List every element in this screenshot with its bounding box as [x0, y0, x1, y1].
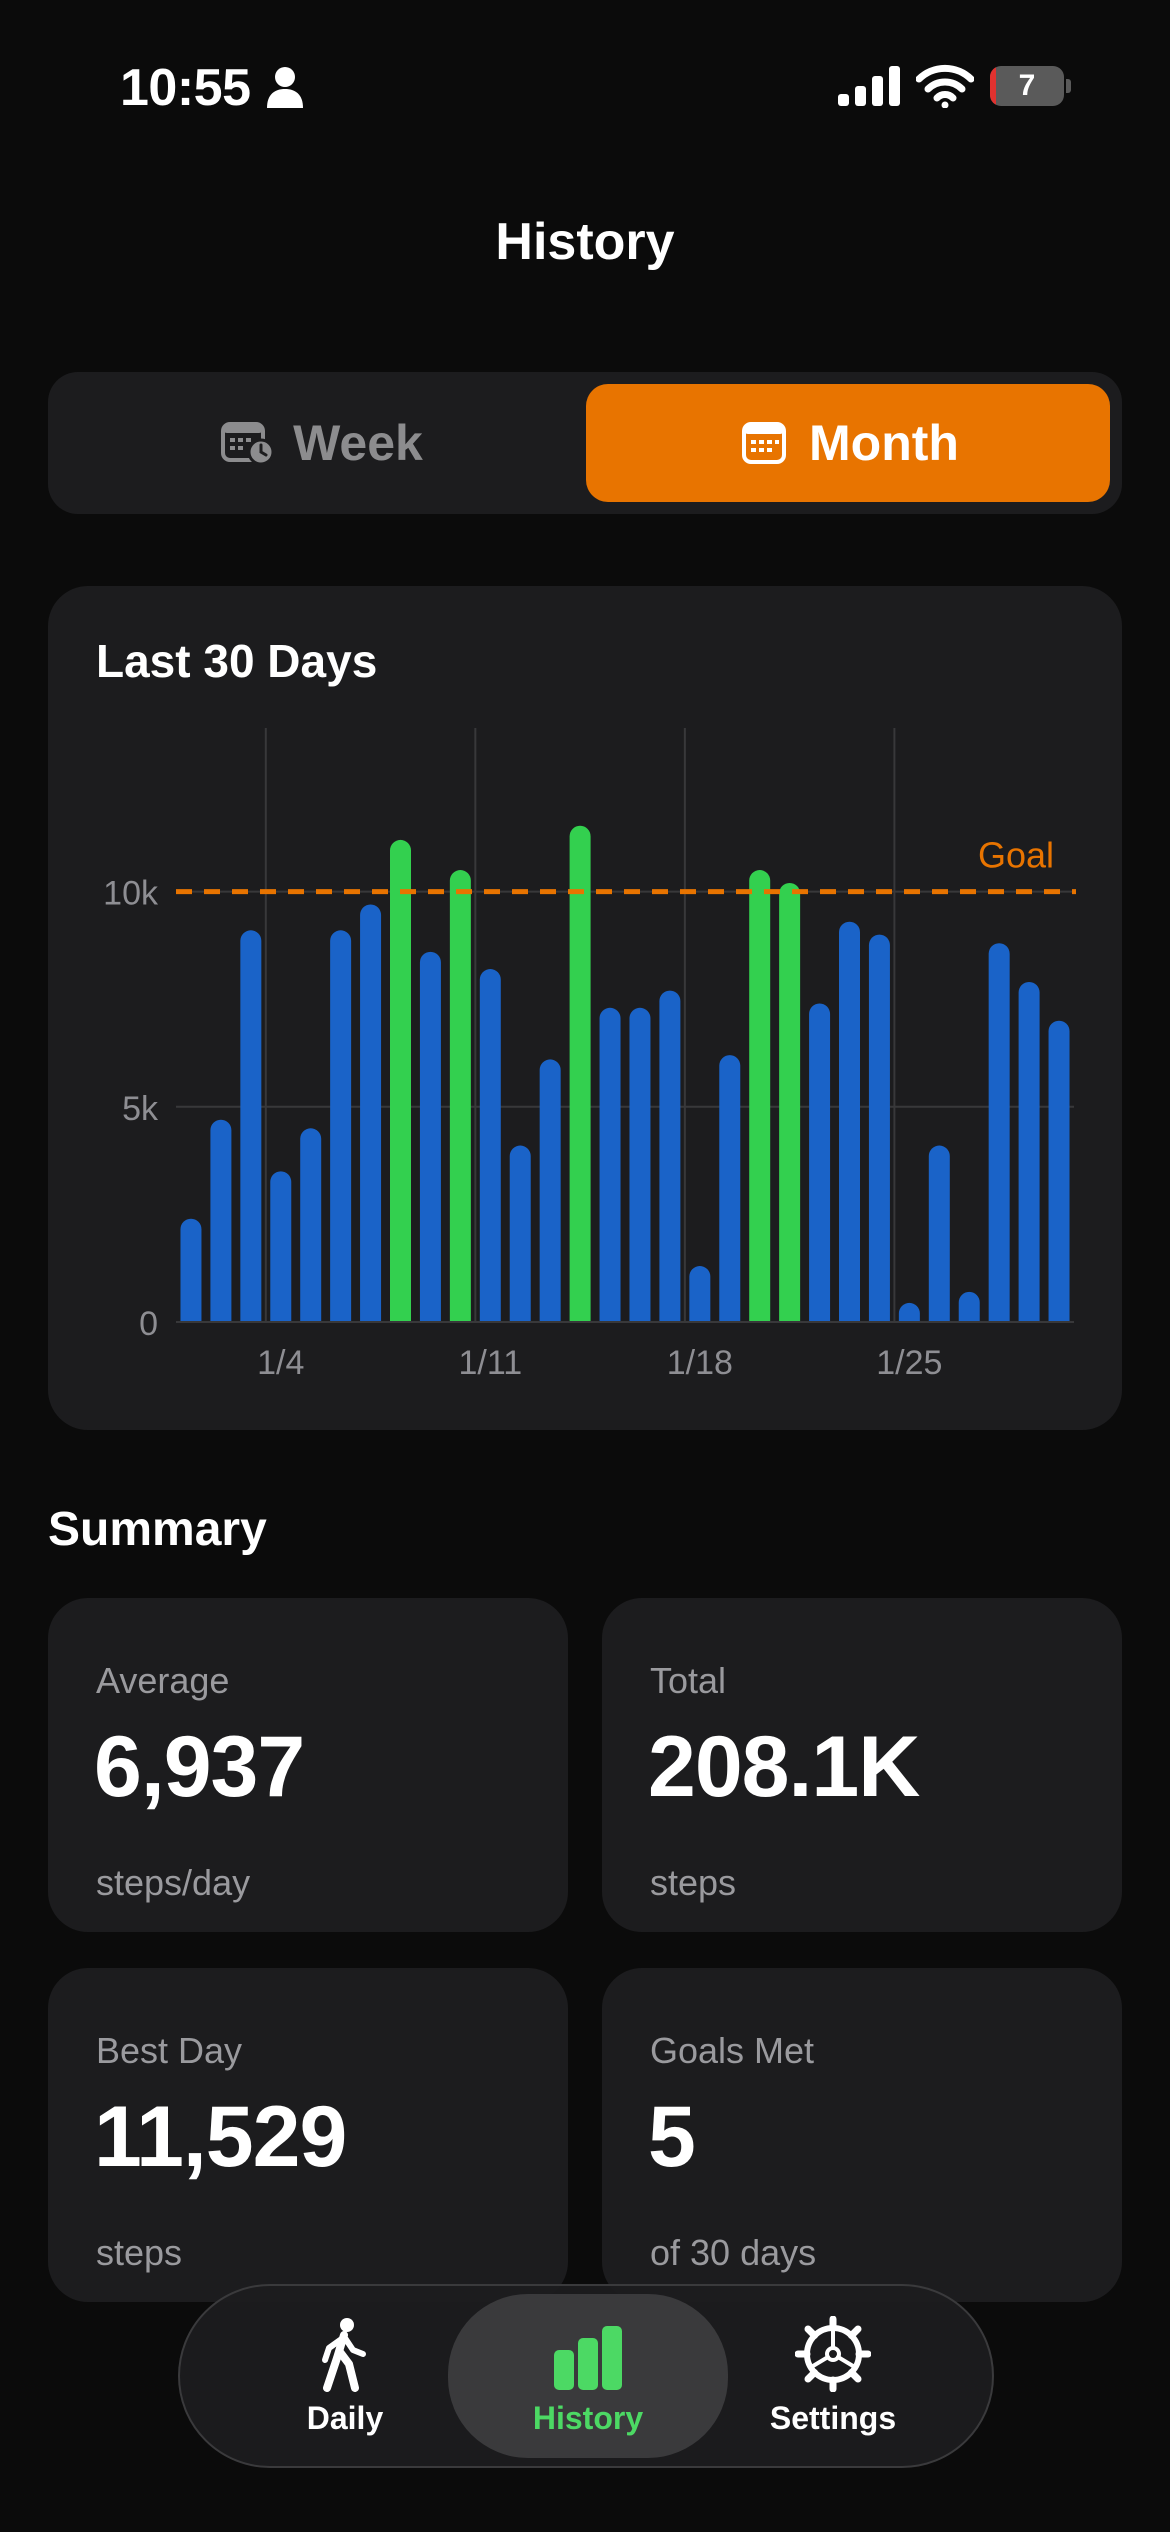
total-value: 208.1K: [648, 1719, 920, 1815]
average-value: 6,937: [94, 1719, 305, 1815]
chart-bar: [689, 1266, 711, 1322]
chart-bar: [240, 930, 262, 1322]
goal-label: Goal: [978, 835, 1054, 876]
bar-chart-icon: [554, 2325, 622, 2390]
battery-indicator: 7: [990, 66, 1071, 106]
tab-bar: Daily History Settings: [178, 2284, 994, 2468]
goals-met-label: Goals Met: [650, 2030, 815, 2071]
battery-percentage: 7: [1018, 69, 1036, 102]
best-day-label: Best Day: [96, 2030, 243, 2071]
calendar-clock-icon: [221, 422, 275, 466]
chart-bar: [539, 1059, 561, 1322]
total-stat-card: Total 208.1K steps: [602, 1598, 1122, 1932]
chart-bar: [360, 904, 382, 1322]
calendar-icon: [742, 422, 787, 464]
chart-bar: [719, 1055, 741, 1322]
average-label: Average: [96, 1660, 230, 1701]
steps-chart-card: 0 5k 10k 1/4 1/11 1/18 1/25 Goal Last 30 Days: [48, 586, 1122, 1430]
chart-bar: [330, 930, 352, 1322]
average-stat-card: Average 6,937 steps/day: [48, 1598, 568, 1932]
tab-settings[interactable]: Settings: [728, 2294, 938, 2458]
week-segment-button[interactable]: Week: [60, 384, 584, 502]
battery-fill: [990, 66, 996, 106]
chart-bar: [449, 870, 471, 1322]
tab-daily-label: Daily: [306, 2399, 384, 2436]
chart-bar: [509, 1145, 531, 1322]
x-tick-label: 1/4: [257, 1344, 304, 1382]
chart-bar: [300, 1128, 322, 1322]
chart-bar: [1018, 981, 1040, 1322]
battery-cap: [1066, 79, 1071, 93]
chart-bar: [629, 1007, 651, 1322]
y-tick-label: 0: [139, 1305, 158, 1343]
chart-bar: [210, 1119, 232, 1322]
x-tick-label: 1/18: [667, 1344, 733, 1382]
page-title: History: [495, 213, 675, 271]
goals-met-value: 5: [648, 2089, 696, 2185]
total-unit: steps: [650, 1862, 737, 1903]
average-unit: steps/day: [96, 1862, 251, 1903]
battery-body: 7: [990, 66, 1064, 106]
gear-icon: [795, 2315, 871, 2392]
tab-history[interactable]: History: [448, 2294, 728, 2458]
y-tick-label: 10k: [103, 875, 159, 913]
chart-bar: [749, 870, 771, 1322]
chart-bar: [180, 1218, 202, 1322]
y-tick-label: 5k: [122, 1090, 159, 1128]
chart-bar: [868, 934, 890, 1322]
chart-bar: [599, 1007, 621, 1322]
chart-bar: [569, 825, 591, 1322]
x-tick-label: 1/11: [458, 1344, 522, 1382]
total-label: Total: [650, 1660, 727, 1701]
tab-daily[interactable]: Daily: [240, 2294, 450, 2458]
month-segment-button[interactable]: Month: [586, 384, 1110, 502]
chart-bar: [270, 1171, 292, 1322]
best-day-value: 11,529: [94, 2089, 347, 2185]
chart-bar: [898, 1302, 920, 1322]
wifi-icon: [916, 64, 974, 108]
chart-title: Last 30 Days: [96, 635, 378, 687]
chart-bar: [779, 882, 801, 1322]
chart-bar: [958, 1291, 980, 1322]
week-segment-label: Week: [293, 415, 423, 471]
walking-icon: [322, 2317, 366, 2392]
chart-bar: [839, 921, 860, 1322]
steps-bar-chart: 0 5k 10k 1/4 1/11 1/18 1/25 Goal: [103, 728, 1076, 1382]
chart-bar: [809, 1003, 831, 1322]
period-segmented-control: Week Month: [48, 372, 1122, 514]
chart-bar: [1048, 1020, 1070, 1322]
chart-bar: [659, 990, 681, 1322]
tab-history-label: History: [532, 2399, 644, 2436]
chart-bar: [928, 1145, 950, 1322]
goals-met-stat-card: Goals Met 5 of 30 days: [602, 1968, 1122, 2302]
x-tick-label: 1/25: [876, 1344, 942, 1382]
best-day-stat-card: Best Day 11,529 steps: [48, 1968, 568, 2302]
month-segment-label: Month: [809, 415, 959, 471]
status-bar: 10:55 7: [0, 0, 1170, 170]
person-icon: [267, 67, 303, 108]
status-time: 10:55: [120, 59, 251, 117]
chart-bar: [479, 969, 501, 1322]
best-day-unit: steps: [96, 2232, 183, 2273]
cellular-signal-icon: [838, 66, 900, 106]
chart-bar: [419, 951, 441, 1322]
summary-title: Summary: [48, 1503, 267, 1556]
chart-bar: [390, 839, 411, 1322]
chart-bar: [988, 943, 1010, 1322]
goals-met-unit: of 30 days: [650, 2232, 817, 2273]
tab-settings-label: Settings: [769, 2399, 897, 2436]
